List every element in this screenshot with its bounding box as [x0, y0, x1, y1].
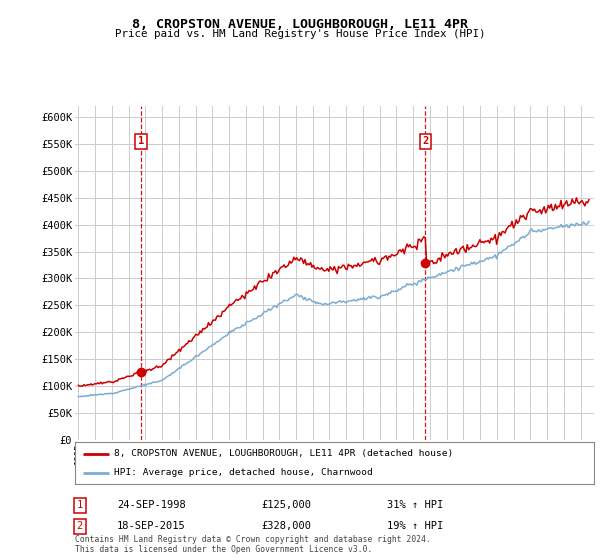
Text: 8, CROPSTON AVENUE, LOUGHBOROUGH, LE11 4PR (detached house): 8, CROPSTON AVENUE, LOUGHBOROUGH, LE11 4…: [114, 449, 453, 458]
Text: 2: 2: [422, 137, 428, 146]
Text: £125,000: £125,000: [261, 500, 311, 510]
Text: 1: 1: [77, 500, 83, 510]
Text: 18-SEP-2015: 18-SEP-2015: [117, 521, 186, 531]
Text: 2: 2: [77, 521, 83, 531]
Text: 24-SEP-1998: 24-SEP-1998: [117, 500, 186, 510]
Text: £328,000: £328,000: [261, 521, 311, 531]
Text: 8, CROPSTON AVENUE, LOUGHBOROUGH, LE11 4PR: 8, CROPSTON AVENUE, LOUGHBOROUGH, LE11 4…: [132, 18, 468, 31]
Text: Price paid vs. HM Land Registry's House Price Index (HPI): Price paid vs. HM Land Registry's House …: [115, 29, 485, 39]
Text: Contains HM Land Registry data © Crown copyright and database right 2024.
This d: Contains HM Land Registry data © Crown c…: [75, 535, 431, 554]
Text: 31% ↑ HPI: 31% ↑ HPI: [387, 500, 443, 510]
Text: 1: 1: [137, 137, 144, 146]
Text: HPI: Average price, detached house, Charnwood: HPI: Average price, detached house, Char…: [114, 468, 373, 477]
Text: 19% ↑ HPI: 19% ↑ HPI: [387, 521, 443, 531]
